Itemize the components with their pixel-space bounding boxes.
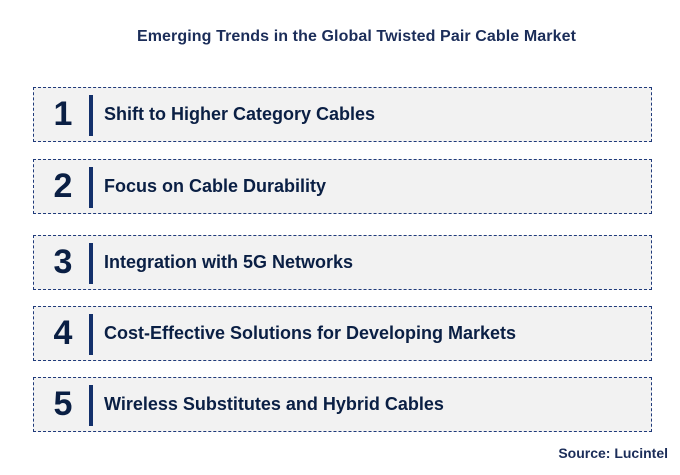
trend-label: Wireless Substitutes and Hybrid Cables [104, 394, 444, 414]
trend-item-2: 2 Focus on Cable Durability [33, 159, 652, 214]
trend-label: Focus on Cable Durability [104, 176, 327, 196]
trend-label: Shift to Higher Category Cables [104, 104, 376, 124]
trend-number: 2 [53, 167, 73, 205]
trend-number: 5 [53, 385, 73, 423]
trend-number: 4 [53, 314, 73, 352]
trend-item-4: 4 Cost-Effective Solutions for Developin… [33, 306, 652, 361]
trend-divider [89, 314, 93, 355]
diagram-title: Emerging Trends in the Global Twisted Pa… [136, 28, 577, 45]
trend-item-5: 5 Wireless Substitutes and Hybrid Cables [33, 377, 652, 432]
trend-divider [89, 95, 93, 136]
source-note: Source: Lucintel [558, 445, 668, 461]
trend-number: 1 [53, 95, 73, 133]
trend-number: 3 [53, 243, 73, 281]
trend-label: Cost-Effective Solutions for Developing … [104, 323, 517, 343]
trend-divider [89, 167, 93, 208]
trend-item-1: 1 Shift to Higher Category Cables [33, 87, 652, 142]
trend-divider [89, 385, 93, 426]
trend-item-3: 3 Integration with 5G Networks [33, 235, 652, 290]
trend-divider [89, 243, 93, 284]
trend-label: Integration with 5G Networks [104, 252, 354, 272]
